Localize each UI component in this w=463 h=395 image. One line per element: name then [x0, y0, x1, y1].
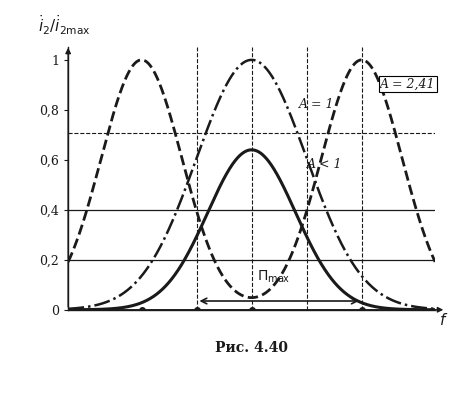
- Text: $\Pi_{\mathrm{max}}$: $\Pi_{\mathrm{max}}$: [257, 268, 290, 285]
- Text: Рис. 4.40: Рис. 4.40: [215, 341, 288, 355]
- Text: A = 2,41: A = 2,41: [380, 77, 436, 90]
- Text: A < 1: A < 1: [307, 158, 342, 171]
- Text: A = 1: A = 1: [300, 98, 335, 111]
- Y-axis label: $\dot{i}_2/\dot{i}_{2\mathrm{max}}$: $\dot{i}_2/\dot{i}_{2\mathrm{max}}$: [38, 13, 91, 37]
- Text: $f$: $f$: [439, 312, 448, 328]
